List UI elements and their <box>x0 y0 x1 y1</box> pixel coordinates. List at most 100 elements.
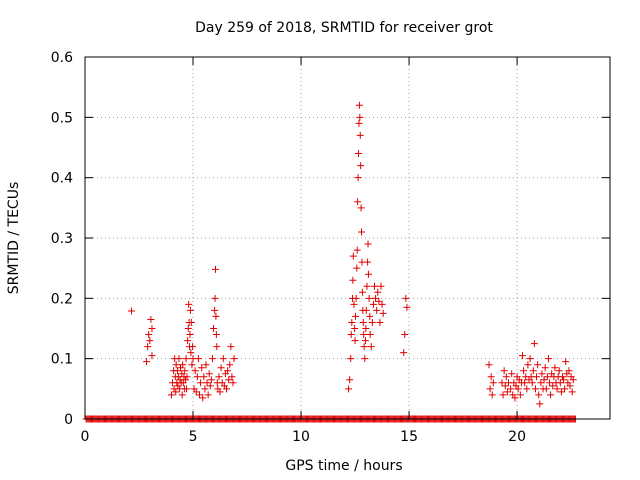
data-point <box>357 204 365 212</box>
data-point <box>147 315 155 323</box>
data-point <box>502 373 510 381</box>
data-point <box>213 343 221 351</box>
data-point <box>353 264 361 272</box>
data-point <box>212 312 220 320</box>
data-point <box>511 394 519 402</box>
data-point <box>167 391 175 399</box>
data-point <box>175 355 183 363</box>
data-point <box>488 391 496 399</box>
data-point <box>230 355 238 363</box>
data-point <box>356 113 364 121</box>
data-point <box>182 355 190 363</box>
data-point <box>528 379 536 387</box>
data-point <box>212 331 220 339</box>
data-point <box>487 373 495 381</box>
data-point <box>364 240 372 248</box>
data-point <box>365 294 373 302</box>
data-point <box>227 343 235 351</box>
data-point <box>224 367 232 375</box>
data-point <box>549 382 557 390</box>
data-point <box>524 361 532 369</box>
data-point <box>172 361 180 369</box>
data-point <box>369 300 377 308</box>
data-point <box>201 385 209 393</box>
data-point <box>360 331 368 339</box>
data-point <box>353 246 361 254</box>
data-point <box>179 361 187 369</box>
data-point <box>366 312 374 320</box>
data-point <box>174 382 182 390</box>
data-point <box>181 367 189 375</box>
data-point <box>215 373 223 381</box>
data-point <box>540 376 548 384</box>
data-point <box>558 373 566 381</box>
data-point <box>219 355 227 363</box>
data-point <box>565 367 573 375</box>
data-point <box>486 385 494 393</box>
data-point <box>555 367 563 375</box>
data-point <box>187 318 195 326</box>
data-point <box>498 379 506 387</box>
data-point <box>402 294 410 302</box>
gridlines <box>85 57 610 419</box>
data-point <box>350 300 358 308</box>
y-tick-label: 0.5 <box>51 110 73 126</box>
data-point <box>206 382 214 390</box>
data-point <box>534 361 542 369</box>
y-tick-label: 0 <box>64 412 73 428</box>
data-point <box>356 131 364 139</box>
data-point <box>364 258 372 266</box>
data-point <box>184 325 192 332</box>
data-point <box>198 364 206 372</box>
data-point <box>531 385 539 393</box>
data-point <box>360 343 368 351</box>
data-point <box>205 370 213 378</box>
data-point <box>361 355 369 363</box>
data-point <box>367 343 375 351</box>
data-point <box>363 282 371 290</box>
data-point <box>351 337 359 345</box>
data-point <box>186 306 194 314</box>
data-points <box>127 101 577 408</box>
chart-title: Day 259 of 2018, SRMTID for receiver gro… <box>195 20 493 36</box>
data-point <box>485 361 493 369</box>
data-point <box>148 352 156 360</box>
data-point <box>530 340 538 348</box>
data-point <box>211 265 219 273</box>
data-point <box>208 355 216 363</box>
data-point <box>400 349 408 357</box>
data-point <box>189 343 197 351</box>
data-point <box>211 294 219 302</box>
data-point <box>181 376 189 384</box>
data-point <box>379 309 387 317</box>
data-point <box>566 382 574 390</box>
data-point <box>562 358 570 366</box>
data-point <box>199 394 207 402</box>
data-point <box>503 388 511 396</box>
data-point <box>489 379 497 387</box>
data-point <box>144 343 152 351</box>
data-point <box>362 306 370 314</box>
data-point <box>355 101 363 109</box>
data-point <box>354 198 362 206</box>
data-point <box>376 318 384 326</box>
data-point <box>357 162 365 170</box>
x-tick-label: 10 <box>292 429 310 445</box>
y-tick-label: 0.4 <box>51 171 73 187</box>
data-point <box>361 337 369 345</box>
data-point <box>403 303 411 311</box>
data-point <box>351 312 359 320</box>
data-point <box>345 385 353 393</box>
data-point <box>374 288 382 296</box>
data-point <box>143 358 151 366</box>
data-point <box>200 373 208 381</box>
data-point <box>196 391 204 399</box>
data-point <box>355 119 363 127</box>
data-point <box>499 391 507 399</box>
data-point <box>568 388 576 396</box>
data-point <box>560 376 568 384</box>
data-point <box>375 297 383 305</box>
data-point <box>561 385 569 393</box>
data-point <box>358 288 366 296</box>
